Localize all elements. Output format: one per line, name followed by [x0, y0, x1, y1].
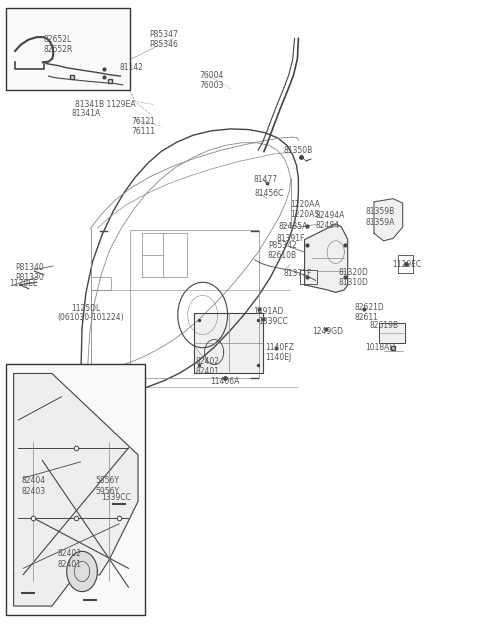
Polygon shape — [194, 313, 263, 372]
Text: 82404
82403: 82404 82403 — [22, 476, 46, 496]
Text: 1339CC: 1339CC — [101, 493, 131, 502]
Text: 81341B 1129EA: 81341B 1129EA — [75, 100, 135, 109]
Polygon shape — [305, 224, 348, 292]
Text: 81456C: 81456C — [254, 188, 284, 198]
Text: 1339CC: 1339CC — [258, 317, 288, 326]
Text: 82619B: 82619B — [369, 321, 398, 330]
Text: 82435A: 82435A — [279, 222, 308, 231]
Text: 81320D
81310D: 81320D 81310D — [338, 268, 369, 287]
Text: P81340
P81330: P81340 P81330 — [15, 263, 44, 282]
Text: 82402
82401: 82402 82401 — [196, 357, 220, 376]
Text: 81391F: 81391F — [277, 234, 305, 243]
Text: 76004
76003: 76004 76003 — [199, 71, 224, 90]
Text: 82621D
82611: 82621D 82611 — [355, 303, 384, 322]
Polygon shape — [374, 198, 403, 241]
Text: 11406A: 11406A — [210, 377, 239, 386]
Text: 5856Y
5956Y: 5856Y 5956Y — [96, 476, 120, 496]
Text: 1129EC: 1129EC — [392, 260, 421, 268]
Text: 81350B: 81350B — [283, 146, 312, 155]
Text: 1491AD: 1491AD — [253, 307, 283, 316]
Polygon shape — [13, 374, 138, 606]
Text: 81359B
81359A: 81359B 81359A — [365, 207, 395, 227]
Text: 82652L
82652R: 82652L 82652R — [44, 35, 73, 54]
Text: 81371F: 81371F — [284, 269, 312, 278]
Text: 81142: 81142 — [120, 64, 143, 72]
Text: P85347
P85346: P85347 P85346 — [149, 30, 178, 49]
Text: (061030-101224): (061030-101224) — [57, 313, 124, 322]
Bar — [6, 8, 130, 90]
Text: 1249GD: 1249GD — [312, 327, 343, 336]
Text: 82402
82401: 82402 82401 — [57, 549, 81, 569]
Polygon shape — [67, 551, 97, 592]
Text: 1018AD: 1018AD — [365, 343, 396, 352]
Text: 76121
76111: 76121 76111 — [131, 117, 155, 136]
Text: 1220AA
1220AS: 1220AA 1220AS — [290, 200, 320, 219]
Bar — [6, 364, 145, 616]
Text: 1140FZ
1140EJ: 1140FZ 1140EJ — [265, 343, 294, 362]
Text: 82494A
82484: 82494A 82484 — [315, 211, 345, 231]
Text: P85342
82610B: P85342 82610B — [268, 241, 297, 260]
Text: 1129EE: 1129EE — [9, 279, 38, 288]
Text: 81477: 81477 — [253, 175, 277, 185]
Text: 1125DL: 1125DL — [72, 304, 101, 313]
Text: 81341A: 81341A — [72, 110, 101, 118]
Bar — [379, 323, 405, 343]
